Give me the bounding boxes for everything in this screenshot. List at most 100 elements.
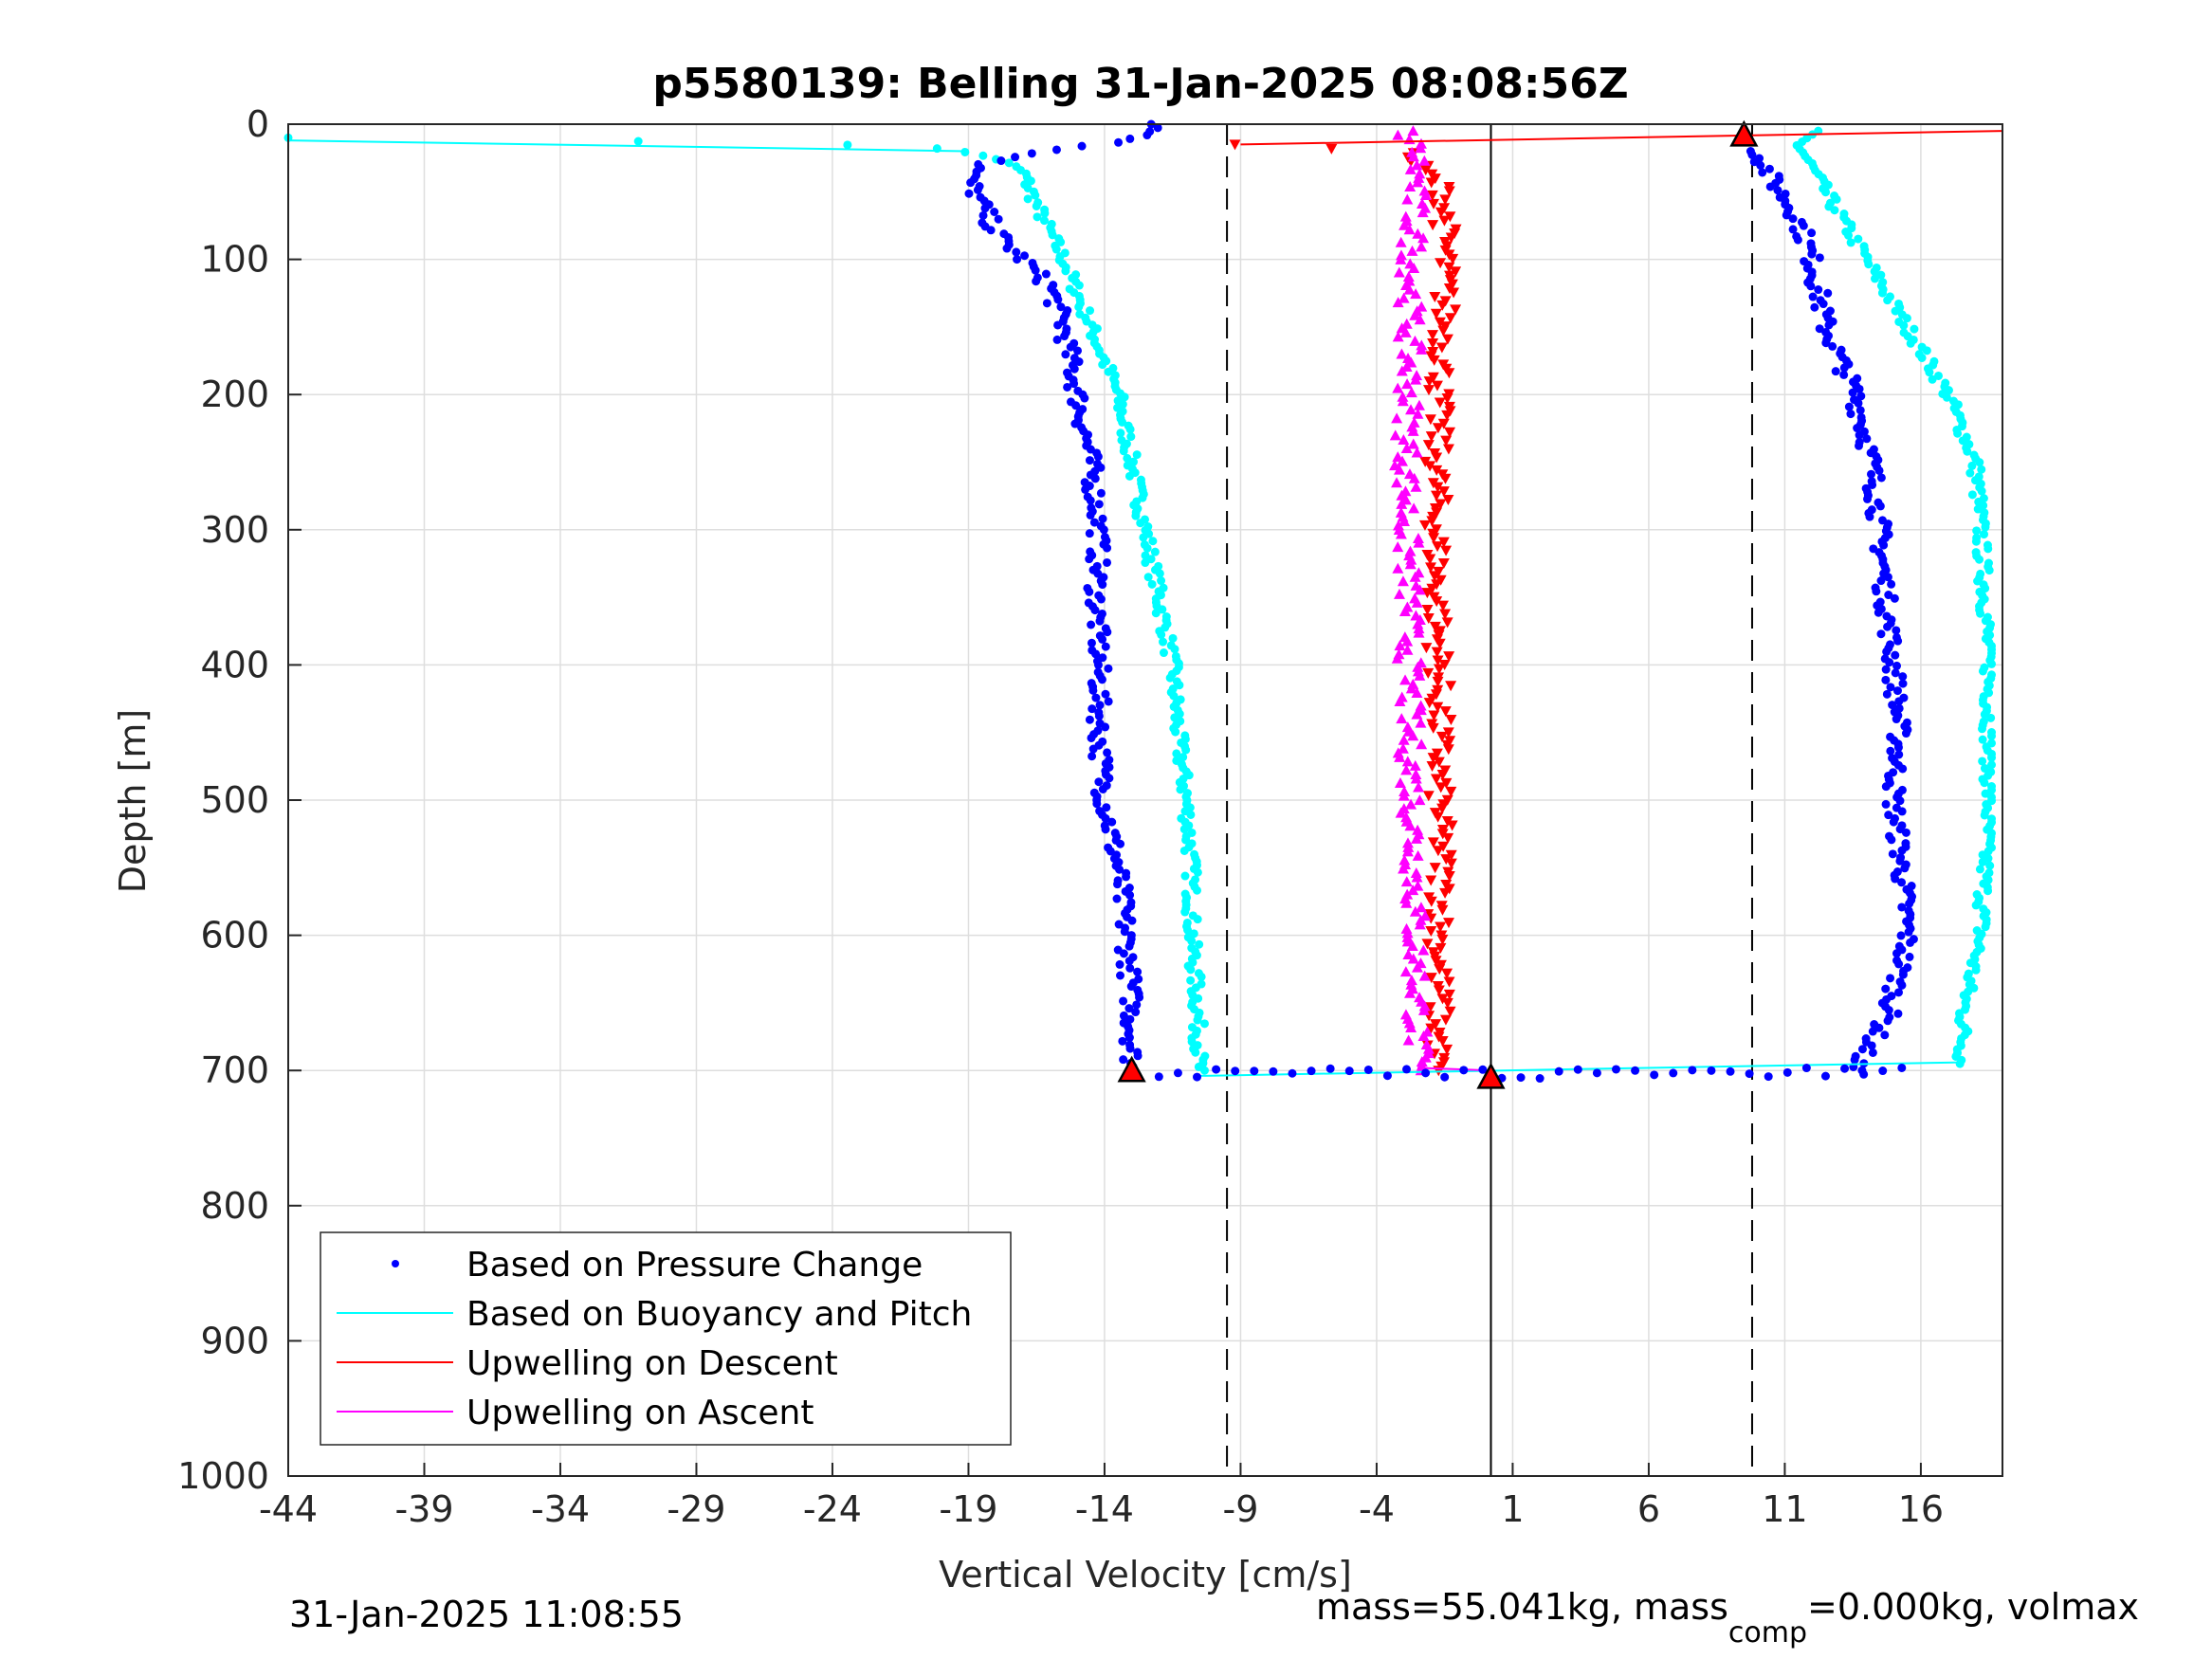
point-marker <box>1431 452 1443 464</box>
point-marker <box>1973 576 1983 586</box>
surface-line-descent <box>1240 130 2003 146</box>
point-marker <box>1439 609 1452 620</box>
x-tick-label: -14 <box>1075 1488 1134 1530</box>
point-marker <box>1405 683 1417 694</box>
point-marker <box>1883 1016 1892 1026</box>
point-marker <box>1096 488 1106 498</box>
point-marker <box>1435 731 1448 742</box>
point-marker <box>1799 221 1808 230</box>
y-tick-label: 200 <box>200 374 269 415</box>
point-marker <box>1103 748 1112 757</box>
point-marker <box>1928 374 1937 384</box>
series-upwelling-on-ascent <box>1389 125 1435 1076</box>
point-marker <box>1412 228 1424 239</box>
point-marker <box>1987 760 1997 770</box>
legend-swatch-pressure <box>392 1260 399 1267</box>
footer-mass-pre: mass=55.041kg, mass <box>1316 1586 1728 1628</box>
point-marker <box>1793 235 1802 245</box>
point-marker <box>1427 837 1439 848</box>
point-marker <box>1415 914 1427 925</box>
point-marker <box>1881 782 1891 792</box>
point-marker <box>1093 660 1103 669</box>
point-marker <box>1112 894 1122 903</box>
point-marker <box>1159 637 1168 647</box>
point-marker <box>1135 993 1144 1002</box>
point-marker <box>1892 949 1902 958</box>
y-tick-label: 300 <box>200 509 269 551</box>
marker-layer <box>1117 119 1759 1089</box>
point-marker <box>1820 1071 1830 1081</box>
point-marker <box>1459 1066 1469 1075</box>
point-marker <box>1891 668 1900 678</box>
point-marker <box>1012 247 1021 257</box>
point-marker <box>1887 835 1896 845</box>
point-marker <box>1052 335 1062 344</box>
point-marker <box>1411 159 1423 171</box>
point-marker <box>1104 664 1113 673</box>
point-marker <box>1422 791 1435 802</box>
legend-entry-buoyancy: Based on Buoyancy and Pitch <box>337 1295 972 1334</box>
point-marker <box>1399 674 1412 685</box>
point-marker <box>1975 555 1984 564</box>
point-marker <box>1119 949 1128 958</box>
point-marker <box>1116 839 1125 848</box>
point-marker <box>1894 959 1904 969</box>
point-marker <box>1441 968 1453 979</box>
point-marker <box>1399 966 1412 977</box>
point-marker <box>1131 1008 1141 1017</box>
point-marker <box>1032 277 1041 286</box>
point-marker <box>1421 588 1434 599</box>
point-marker <box>1448 287 1460 299</box>
point-marker <box>1392 562 1404 574</box>
point-marker <box>1424 1002 1436 1013</box>
point-marker <box>1810 302 1819 312</box>
legend-label-descent: Upwelling on Descent <box>466 1344 838 1383</box>
point-marker <box>1764 1072 1773 1082</box>
point-marker <box>1432 541 1444 553</box>
reference-lines <box>1226 124 1753 1476</box>
point-marker <box>1397 742 1409 754</box>
point-marker <box>1868 1027 1877 1036</box>
point-marker <box>1400 897 1413 908</box>
point-marker <box>1897 846 1907 855</box>
point-marker <box>1894 750 1904 759</box>
point-marker <box>1894 697 1904 706</box>
series-layer <box>283 119 2003 1084</box>
point-marker <box>1407 151 1419 162</box>
point-marker <box>1436 803 1449 814</box>
point-marker <box>1397 575 1409 587</box>
point-marker <box>1669 1068 1678 1078</box>
point-marker <box>1439 887 1452 899</box>
point-marker <box>1897 902 1907 912</box>
point-marker <box>1749 157 1759 167</box>
point-marker <box>1859 1069 1869 1079</box>
point-marker <box>1438 215 1451 227</box>
point-marker <box>1408 502 1420 514</box>
point-marker <box>1098 580 1107 590</box>
point-marker <box>1401 193 1414 205</box>
point-marker <box>1411 447 1423 458</box>
point-marker <box>1975 865 1984 874</box>
point-marker <box>1839 370 1849 379</box>
point-marker <box>1122 872 1131 882</box>
point-marker <box>1187 936 1197 945</box>
point-marker <box>1814 285 1823 295</box>
point-marker <box>1132 450 1142 460</box>
point-marker <box>1881 675 1891 684</box>
point-marker <box>1450 304 1462 316</box>
point-marker <box>1403 224 1416 235</box>
point-marker <box>1650 1070 1659 1080</box>
point-marker <box>1441 410 1453 421</box>
point-marker <box>1173 1068 1182 1078</box>
point-marker <box>1026 176 1035 186</box>
point-marker <box>1985 861 1995 870</box>
point-marker <box>1114 920 1124 929</box>
point-marker <box>1051 145 1061 155</box>
point-marker <box>1434 397 1446 409</box>
point-marker <box>1407 953 1419 964</box>
point-marker <box>1103 557 1112 567</box>
point-marker <box>1707 1066 1716 1075</box>
point-marker <box>1897 1063 1907 1072</box>
point-marker <box>1410 288 1422 300</box>
point-marker <box>1183 925 1193 935</box>
